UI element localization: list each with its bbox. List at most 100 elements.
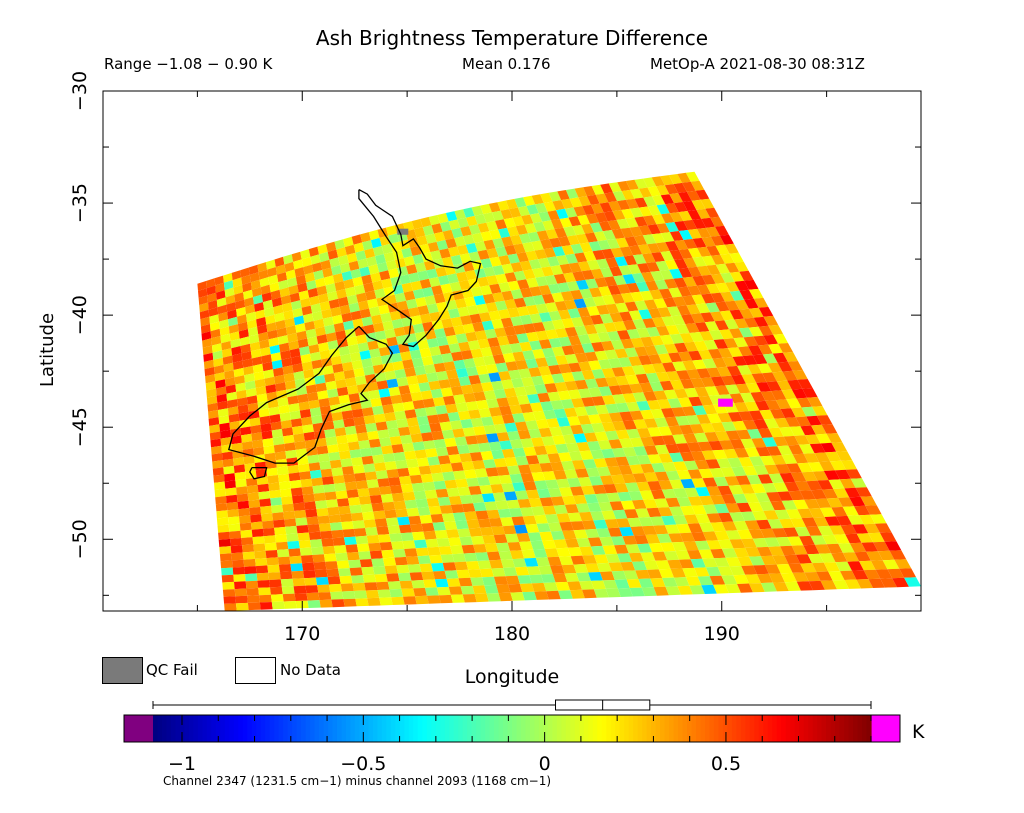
swath-pixel (668, 174, 683, 185)
swath-pixel (528, 428, 542, 439)
swath-pixel (770, 455, 787, 465)
swath-pixel (228, 523, 241, 532)
swath-pixel (683, 460, 699, 471)
swath-pixel (436, 336, 449, 347)
swath-pixel (556, 478, 571, 488)
swath-pixel (437, 455, 451, 465)
swath-pixel (301, 361, 313, 371)
swath-pixel (557, 390, 572, 401)
swath-pixel (543, 247, 557, 258)
swath-pixel (249, 272, 260, 283)
swath-pixel (649, 289, 664, 300)
colorbar-segment (242, 715, 248, 742)
swath-pixel (217, 304, 228, 315)
swath-pixel (263, 535, 276, 544)
swath-pixel (248, 334, 260, 344)
swath-pixel (586, 213, 599, 224)
swath-pixel (680, 478, 696, 489)
swath-pixel (333, 371, 346, 381)
swath-pixel (591, 342, 605, 352)
swath-pixel (565, 442, 580, 453)
swath-pixel (672, 434, 687, 444)
swath-pixel (332, 537, 346, 546)
swath-pixel (659, 380, 674, 391)
swath-pixel (643, 560, 659, 570)
swath-pixel (581, 397, 595, 407)
swath-pixel (501, 483, 515, 493)
swath-pixel (658, 453, 673, 463)
swath-pixel (262, 520, 275, 529)
swath-pixel (708, 440, 724, 451)
swath-pixel (815, 498, 832, 508)
swath-pixel (546, 590, 561, 600)
swath-pixel (480, 450, 494, 461)
swath-pixel (766, 446, 782, 456)
swath-pixel (296, 525, 309, 534)
colorbar-segment (256, 715, 262, 742)
swath-pixel (292, 307, 303, 318)
swath-pixel (587, 194, 600, 205)
swath-pixel (599, 313, 614, 324)
swath-pixel (208, 410, 219, 419)
swath-pixel (629, 587, 645, 597)
swath-pixel (356, 292, 368, 303)
swath-pixel (436, 586, 451, 596)
swath-pixel (246, 485, 259, 494)
swath-pixel (322, 545, 336, 555)
swath-pixel (356, 334, 368, 345)
swath-pixel (426, 268, 438, 279)
swath-pixel (469, 313, 482, 324)
swath-pixel (289, 479, 302, 489)
swath-pixel (644, 299, 658, 310)
swath-pixel (353, 242, 365, 253)
swath-pixel (788, 490, 805, 501)
swath-pixel (732, 493, 748, 504)
swath-pixel (538, 257, 551, 268)
swath-pixel (304, 439, 317, 449)
swath-pixel (433, 480, 447, 490)
swath-pixel (261, 292, 272, 303)
swath-pixel (788, 563, 805, 573)
swath-pixel (298, 290, 310, 301)
swath-pixel (386, 469, 399, 479)
swath-pixel (642, 364, 656, 374)
swath-pixel (368, 542, 382, 552)
swath-pixel (375, 421, 388, 431)
swath-pixel (744, 401, 760, 412)
swath-pixel (244, 463, 256, 472)
swath-pixel (408, 515, 422, 525)
swath-pixel (598, 386, 613, 397)
colorbar-segment (709, 715, 715, 742)
swath-pixel (625, 482, 640, 492)
swath-pixel (768, 324, 784, 335)
mean-text: Mean 0.176 (462, 55, 551, 73)
swath-pixel (692, 256, 707, 267)
swath-pixel (635, 373, 650, 384)
swath-pixel (711, 273, 726, 284)
swath-pixel (225, 487, 237, 496)
swath-pixel (612, 191, 626, 202)
swath-pixel (220, 437, 232, 446)
swath-pixel (245, 580, 259, 589)
swath-pixel (281, 427, 294, 437)
swath-pixel (595, 377, 609, 388)
colorbar-segment (736, 715, 742, 742)
swath-pixel (571, 398, 585, 408)
swath-pixel (397, 572, 412, 582)
swath-pixel (762, 372, 777, 383)
swath-pixel (397, 467, 410, 477)
swath-pixel (415, 498, 429, 508)
swath-pixel (223, 362, 234, 373)
swath-pixel (324, 491, 337, 501)
swath-pixel (325, 241, 337, 252)
swath-pixel (550, 565, 565, 574)
swath-pixel (383, 252, 395, 263)
swath-pixel (653, 525, 669, 535)
swath-pixel (534, 591, 549, 600)
swath-pixel (423, 579, 437, 588)
swath-pixel (468, 224, 481, 235)
swath-pixel (592, 250, 606, 260)
swath-pixel (792, 499, 809, 510)
swath-pixel (446, 369, 459, 380)
swath-pixel (792, 572, 809, 582)
